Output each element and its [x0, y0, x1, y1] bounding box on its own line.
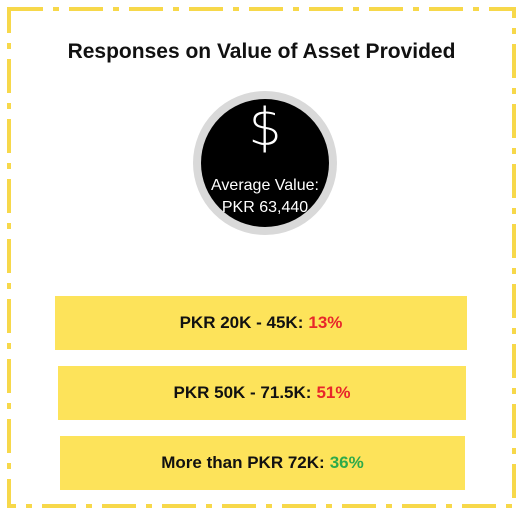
item-box: PKR 20K - 45K: 13% — [55, 296, 467, 350]
icon-circle — [201, 99, 329, 227]
item-label: PKR 20K - 45K: — [179, 313, 304, 332]
item-percent: 13% — [308, 313, 343, 332]
item-percent: 51% — [316, 383, 351, 402]
item-box: PKR 50K - 71.5K: 51% — [58, 366, 466, 420]
title: Responses on Value of Asset Provided — [67, 40, 456, 63]
dashed-border — [7, 7, 516, 508]
dollar-icon: $ — [248, 98, 282, 158]
item-label: More than PKR 72K: — [161, 453, 325, 472]
item-percent: 36% — [329, 453, 364, 472]
item-label: PKR 50K - 71.5K: — [173, 383, 312, 402]
average-label: Average Value: — [211, 177, 319, 194]
item-box: More than PKR 72K: 36% — [60, 436, 465, 490]
average-value: PKR 63,440 — [221, 199, 309, 216]
